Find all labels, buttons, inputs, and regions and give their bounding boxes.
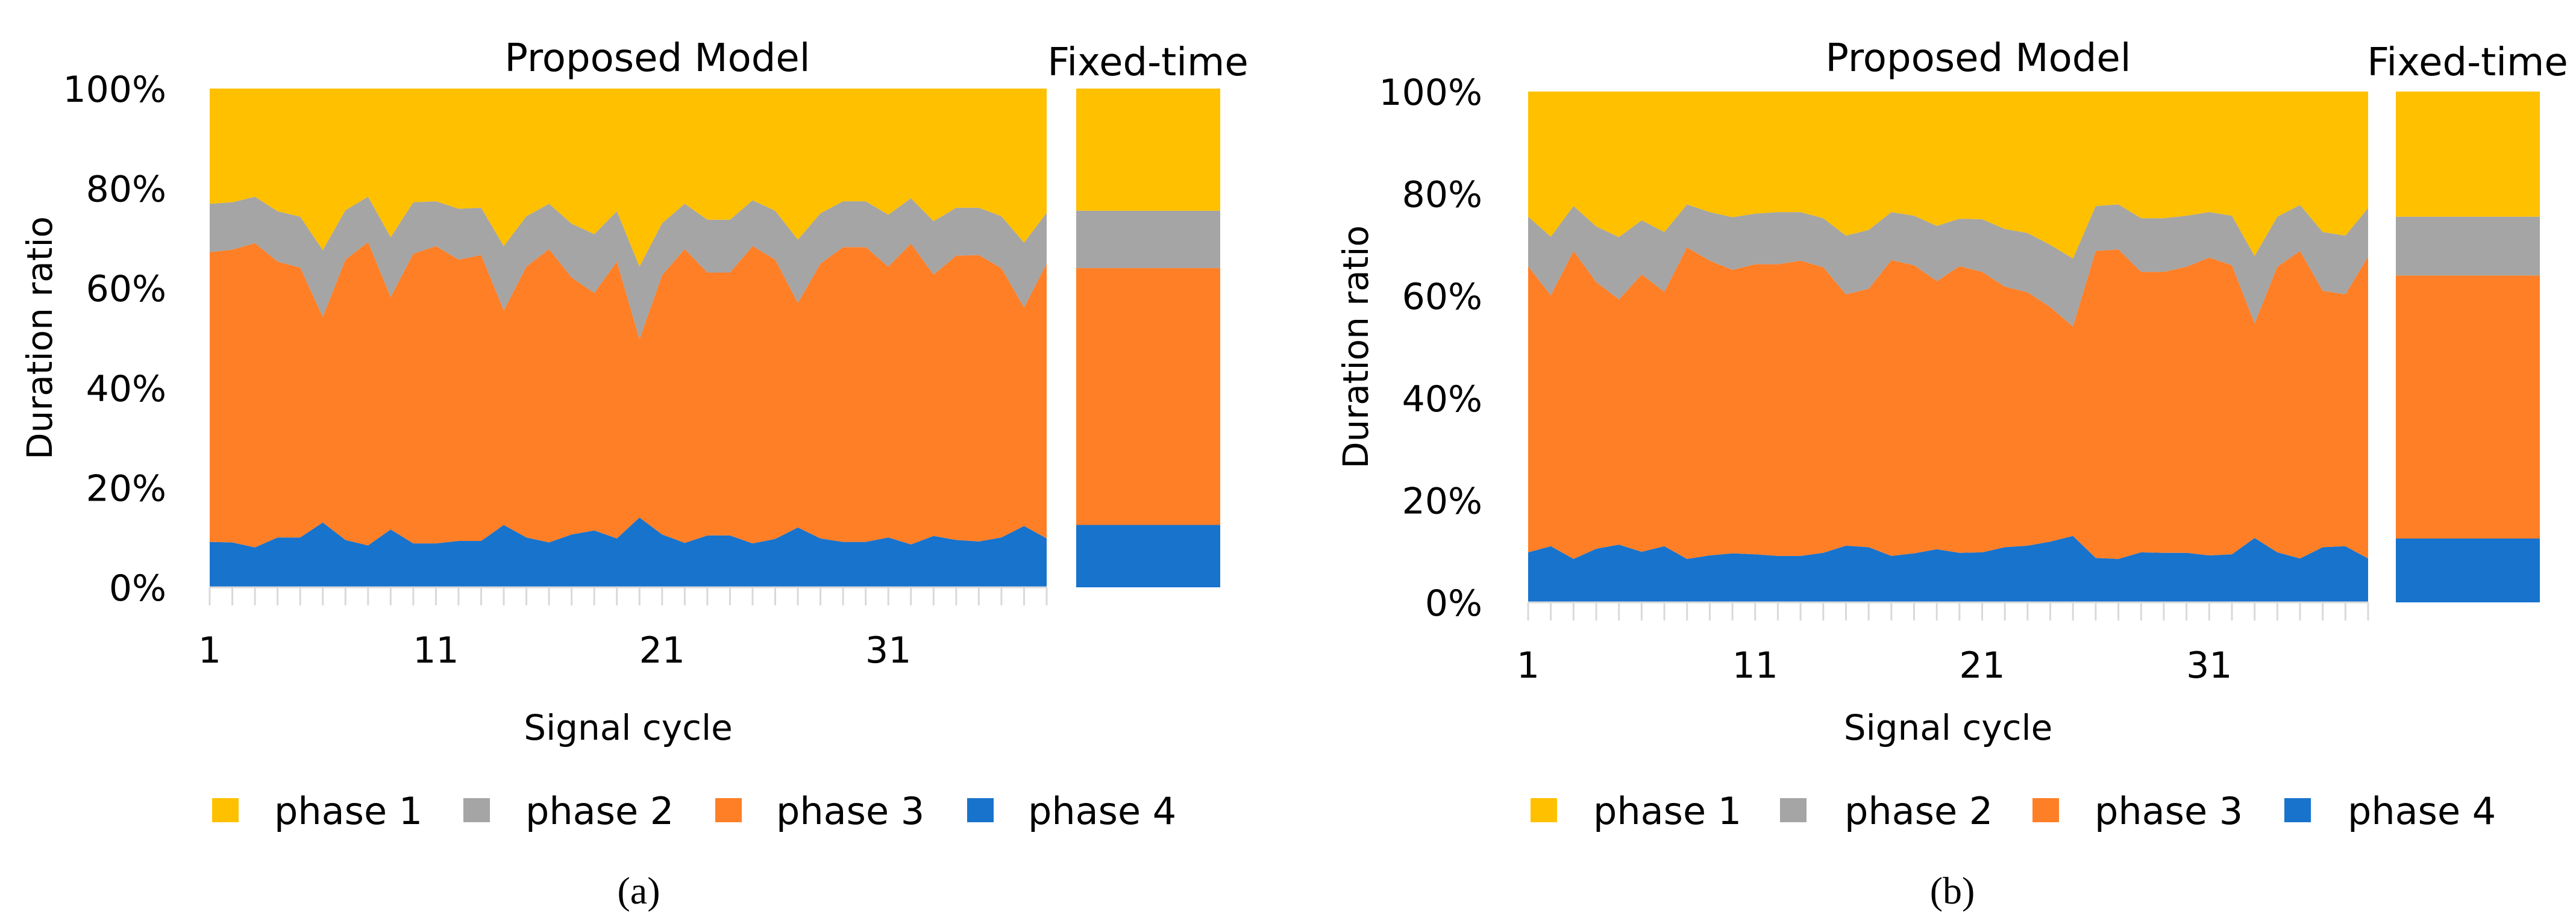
fixed-time-bar-phase-2 [1076, 210, 1220, 269]
x-tick-label: 31 [2186, 645, 2232, 687]
y-tick-label: 0% [1425, 582, 1482, 625]
legend: phase 1 phase 2 phase 3 phase 4 [212, 789, 1176, 833]
chart-title: Proposed Model [1825, 36, 2131, 81]
area-phase-1 [210, 89, 1047, 267]
x-axis-label: Signal cycle [1844, 707, 2053, 748]
x-tick-label: 21 [1959, 645, 2005, 687]
panel-b: 1 11 21 310%20%40%60%80%100%Proposed Model F… [1335, 36, 2568, 912]
fixed-time-bar-phase-4 [2396, 539, 2540, 602]
legend-swatch-phase-4 [2284, 798, 2311, 822]
y-tick-label: 40% [86, 368, 166, 410]
fixed-time-title: Fixed-time [1047, 40, 1249, 85]
area-phase-3 [210, 242, 1047, 548]
legend-label: phase 2 [525, 789, 674, 833]
area-phase-2 [1528, 204, 2368, 327]
legend-swatch-phase-2 [463, 798, 490, 822]
legend-swatch-phase-4 [967, 798, 994, 822]
panel-label: (b) [1930, 869, 1975, 912]
fixed-time-bar-phase-1 [2396, 92, 2540, 217]
area-phase-4 [1528, 536, 2368, 602]
panel-label: (a) [617, 869, 660, 912]
legend-swatch-phase-2 [1780, 798, 1807, 822]
y-tick-label: 80% [86, 169, 166, 211]
y-tick-label: 0% [109, 567, 166, 610]
fixed-time-title: Fixed-time [2367, 40, 2568, 85]
y-tick-label: 100% [1379, 72, 1482, 114]
legend-swatch-phase-1 [1531, 798, 1557, 822]
fixed-time-bar-phase-3 [1076, 268, 1220, 525]
legend-swatch-phase-3 [715, 798, 742, 822]
fixed-time-bar-phase-3 [2396, 275, 2540, 539]
fixed-time-bar-phase-4 [1076, 525, 1220, 587]
legend-label: phase 4 [2348, 789, 2496, 833]
x-tick-label: 11 [1732, 645, 1778, 687]
y-tick-label: 60% [1402, 276, 1482, 318]
y-axis-label: Duration ratio [1335, 225, 1376, 469]
x-axis-label: Signal cycle [524, 707, 733, 748]
legend: phase 1 phase 2 phase 3 phase 4 [1531, 789, 2496, 833]
area-phase-4 [210, 517, 1047, 587]
chart-title: Proposed Model [504, 36, 810, 81]
y-axis-label: Duration ratio [19, 216, 60, 460]
y-tick-label: 60% [86, 268, 166, 310]
legend-label: phase 4 [1028, 789, 1176, 833]
area-phase-3 [1528, 247, 2368, 559]
legend-label: phase 1 [1593, 789, 1741, 833]
legend-label: phase 3 [2095, 789, 2243, 833]
legend-swatch-phase-3 [2032, 798, 2059, 822]
x-tick-label: 11 [413, 629, 459, 672]
y-tick-label: 20% [86, 467, 166, 510]
area-phase-1 [1528, 92, 2368, 259]
legend-swatch-phase-1 [212, 798, 239, 822]
fixed-time-bar-phase-2 [2396, 216, 2540, 276]
legend-label: phase 1 [274, 789, 422, 833]
y-tick-label: 100% [63, 69, 166, 111]
y-tick-label: 80% [1402, 174, 1482, 216]
legend-label: phase 3 [776, 789, 924, 833]
x-tick-label: 1 [1517, 645, 1540, 687]
y-tick-label: 20% [1402, 480, 1482, 522]
area-phase-2 [210, 196, 1047, 340]
y-tick-label: 40% [1402, 378, 1482, 420]
panel-a: 1 11 21 310%20%40%60%80%100%Proposed Model F… [19, 36, 1249, 912]
x-tick-label: 31 [865, 629, 911, 672]
legend-label: phase 2 [1844, 789, 1993, 833]
fixed-time-bar-phase-1 [1076, 89, 1220, 211]
x-tick-label: 21 [639, 629, 685, 672]
x-tick-label: 1 [198, 629, 221, 672]
